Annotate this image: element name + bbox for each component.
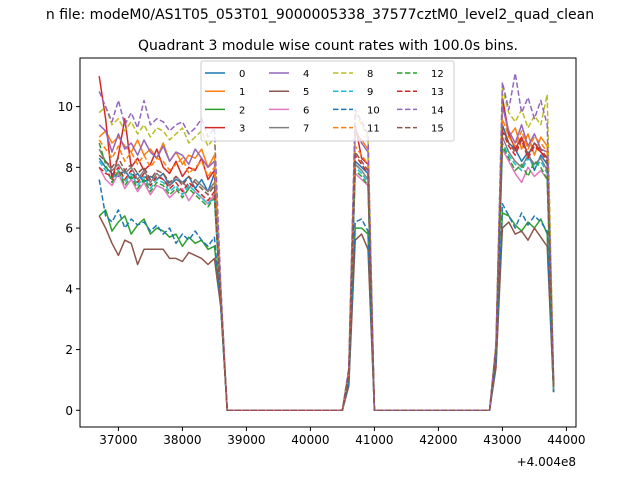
series-line-2 [98,209,555,412]
x-tick-label: 42000 [419,433,457,447]
legend-label-1: 1 [239,87,245,98]
x-tick-label: 43000 [483,433,521,447]
axis-ticks: 37000 38000 39000 40000 41000 42000 43000 44000… [58,100,586,447]
legend-label-6: 6 [303,105,309,116]
x-tick-label: 39000 [227,433,265,447]
series-line-9 [98,142,555,412]
legend-label-5: 5 [303,87,309,98]
legend-label-11: 11 [367,124,380,135]
x-tick-label: 38000 [163,433,201,447]
series-line-11 [98,117,555,412]
series-line-4 [98,105,555,412]
legend-label-12: 12 [431,69,444,80]
y-tick-label: 8 [65,161,73,175]
series-line-13 [98,130,555,412]
y-tick-label: 6 [65,222,73,236]
chart-title: Quadrant 3 module wise count rates with … [138,38,518,54]
series-line-7 [98,136,555,412]
x-offset-label: +4.004e8 [517,455,576,469]
legend-label-13: 13 [431,87,444,98]
legend-label-8: 8 [367,69,373,80]
plot-area [98,72,555,412]
x-tick-label: 41000 [355,433,393,447]
legend-box [200,60,455,142]
series-line-14 [98,72,555,412]
y-tick-label: 2 [65,343,73,357]
y-tick-label: 0 [65,404,73,418]
legend-label-2: 2 [239,105,245,116]
x-tick-label: 37000 [99,433,137,447]
legend-label-15: 15 [431,124,444,135]
series-line-15 [98,127,555,412]
legend-label-0: 0 [239,69,245,80]
y-tick-label: 4 [65,282,73,296]
legend-label-9: 9 [367,87,373,98]
y-tick-label: 10 [58,100,73,114]
series-line-10 [98,179,555,412]
legend-label-10: 10 [367,105,380,116]
legend-label-7: 7 [303,124,309,135]
legend-label-3: 3 [239,124,245,135]
figure-suptitle: n file: modeM0/AS1T05_053T01_9000005338_… [46,7,594,23]
axes-frame [79,57,577,428]
legend-label-14: 14 [431,105,444,116]
legend-label-4: 4 [303,69,309,80]
x-tick-label: 44000 [547,433,585,447]
series-line-5 [98,215,555,412]
x-tick-label: 40000 [291,433,329,447]
